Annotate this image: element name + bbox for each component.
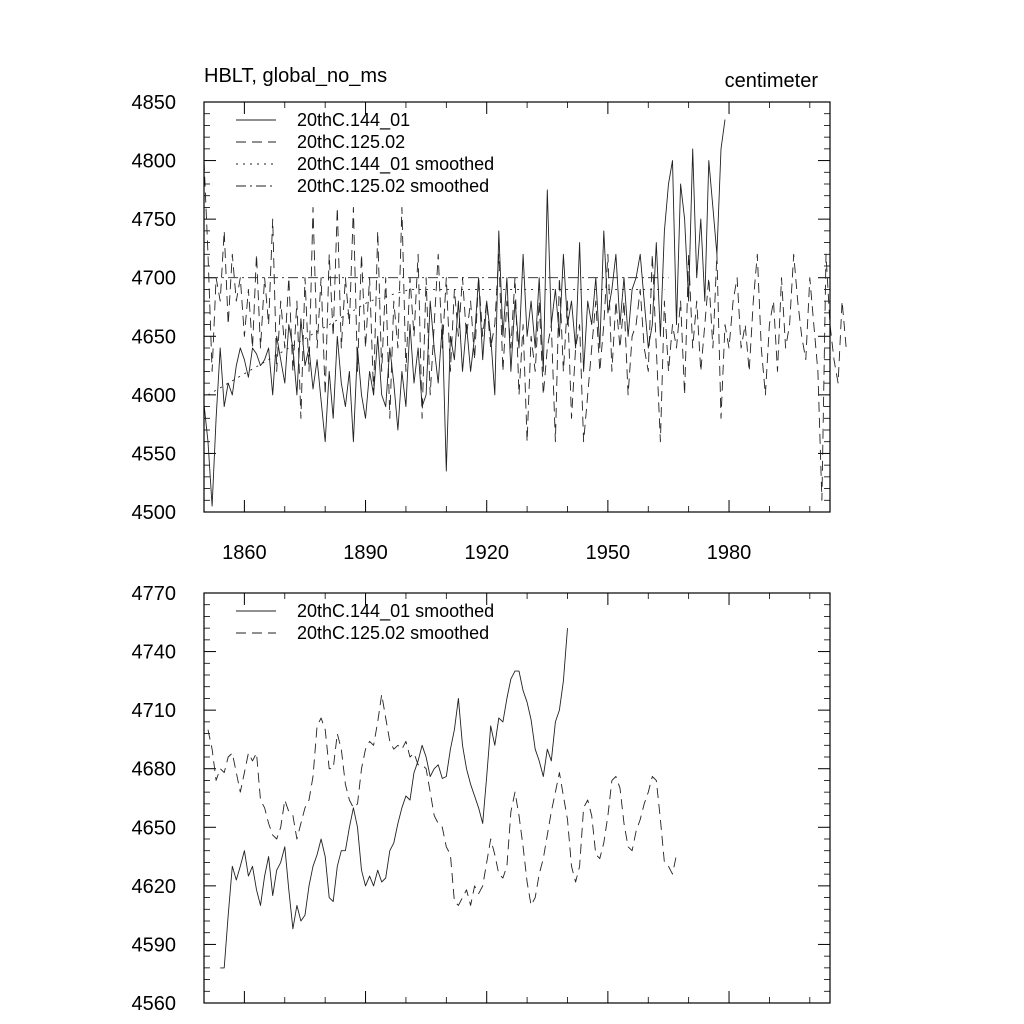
y-tick-label: 4590: [132, 934, 177, 956]
x-tick-label: 1980: [707, 542, 752, 564]
chart-title-left: HBLT, global_no_ms: [204, 65, 387, 87]
plot-frame: [203, 592, 831, 1004]
chart-top: HBLT, global_no_ms centimeter 4500 4550 46…: [132, 65, 847, 564]
y-tick-label: 4500: [132, 502, 177, 524]
y-tick-label: 4750: [132, 209, 177, 231]
y-tick-label: 4850: [132, 92, 177, 114]
y-tick-label: 4650: [132, 817, 177, 839]
legend-label: 20thC.125.02 smoothed: [297, 623, 489, 643]
x-tick-label: 1920: [464, 542, 509, 564]
x-tick-label: 1890: [343, 542, 388, 564]
series-line-2: [203, 160, 847, 501]
series-line-1: [203, 119, 726, 507]
y-tick-label: 4800: [132, 151, 177, 173]
y-tick-label: 4560: [132, 993, 177, 1015]
y-tick-label: 4680: [132, 759, 177, 781]
legend-label: 20thC.125.02: [297, 132, 405, 152]
legend-label: 20thC.125.02 smoothed: [297, 176, 489, 196]
y-tick-label: 4740: [132, 642, 177, 664]
legend-label: 20thC.144_01 smoothed: [297, 154, 494, 175]
series-line-1: [220, 628, 568, 969]
series-group: [203, 119, 847, 507]
series-group: [207, 628, 677, 969]
plot-frame: [203, 101, 831, 513]
x-tick-label: 1950: [586, 542, 631, 564]
axis-ticks: 4500 4550 4600 4650 4700 4750 4800 4850 1860 1890…: [132, 92, 830, 564]
y-tick-label: 4710: [132, 700, 177, 722]
chart-units-label: centimeter: [725, 70, 819, 92]
y-tick-label: 4600: [132, 385, 177, 407]
x-tick-label: 1860: [222, 542, 267, 564]
series-line-3: [207, 288, 665, 396]
y-tick-label: 4620: [132, 876, 177, 898]
y-tick-label: 4650: [132, 326, 177, 348]
legend-label: 20thC.144_01: [297, 110, 410, 131]
chart-bottom: 4560 4590 4620 4650 4680 4710 4740 4770 20thC.1…: [132, 583, 831, 1015]
legend-label: 20thC.144_01 smoothed: [297, 601, 494, 622]
y-tick-label: 4770: [132, 583, 177, 605]
y-tick-label: 4550: [132, 443, 177, 465]
y-tick-label: 4700: [132, 268, 177, 290]
axis-ticks: 4560 4590 4620 4650 4680 4710 4740 4770: [132, 583, 830, 1015]
series-line-2: [207, 694, 677, 906]
